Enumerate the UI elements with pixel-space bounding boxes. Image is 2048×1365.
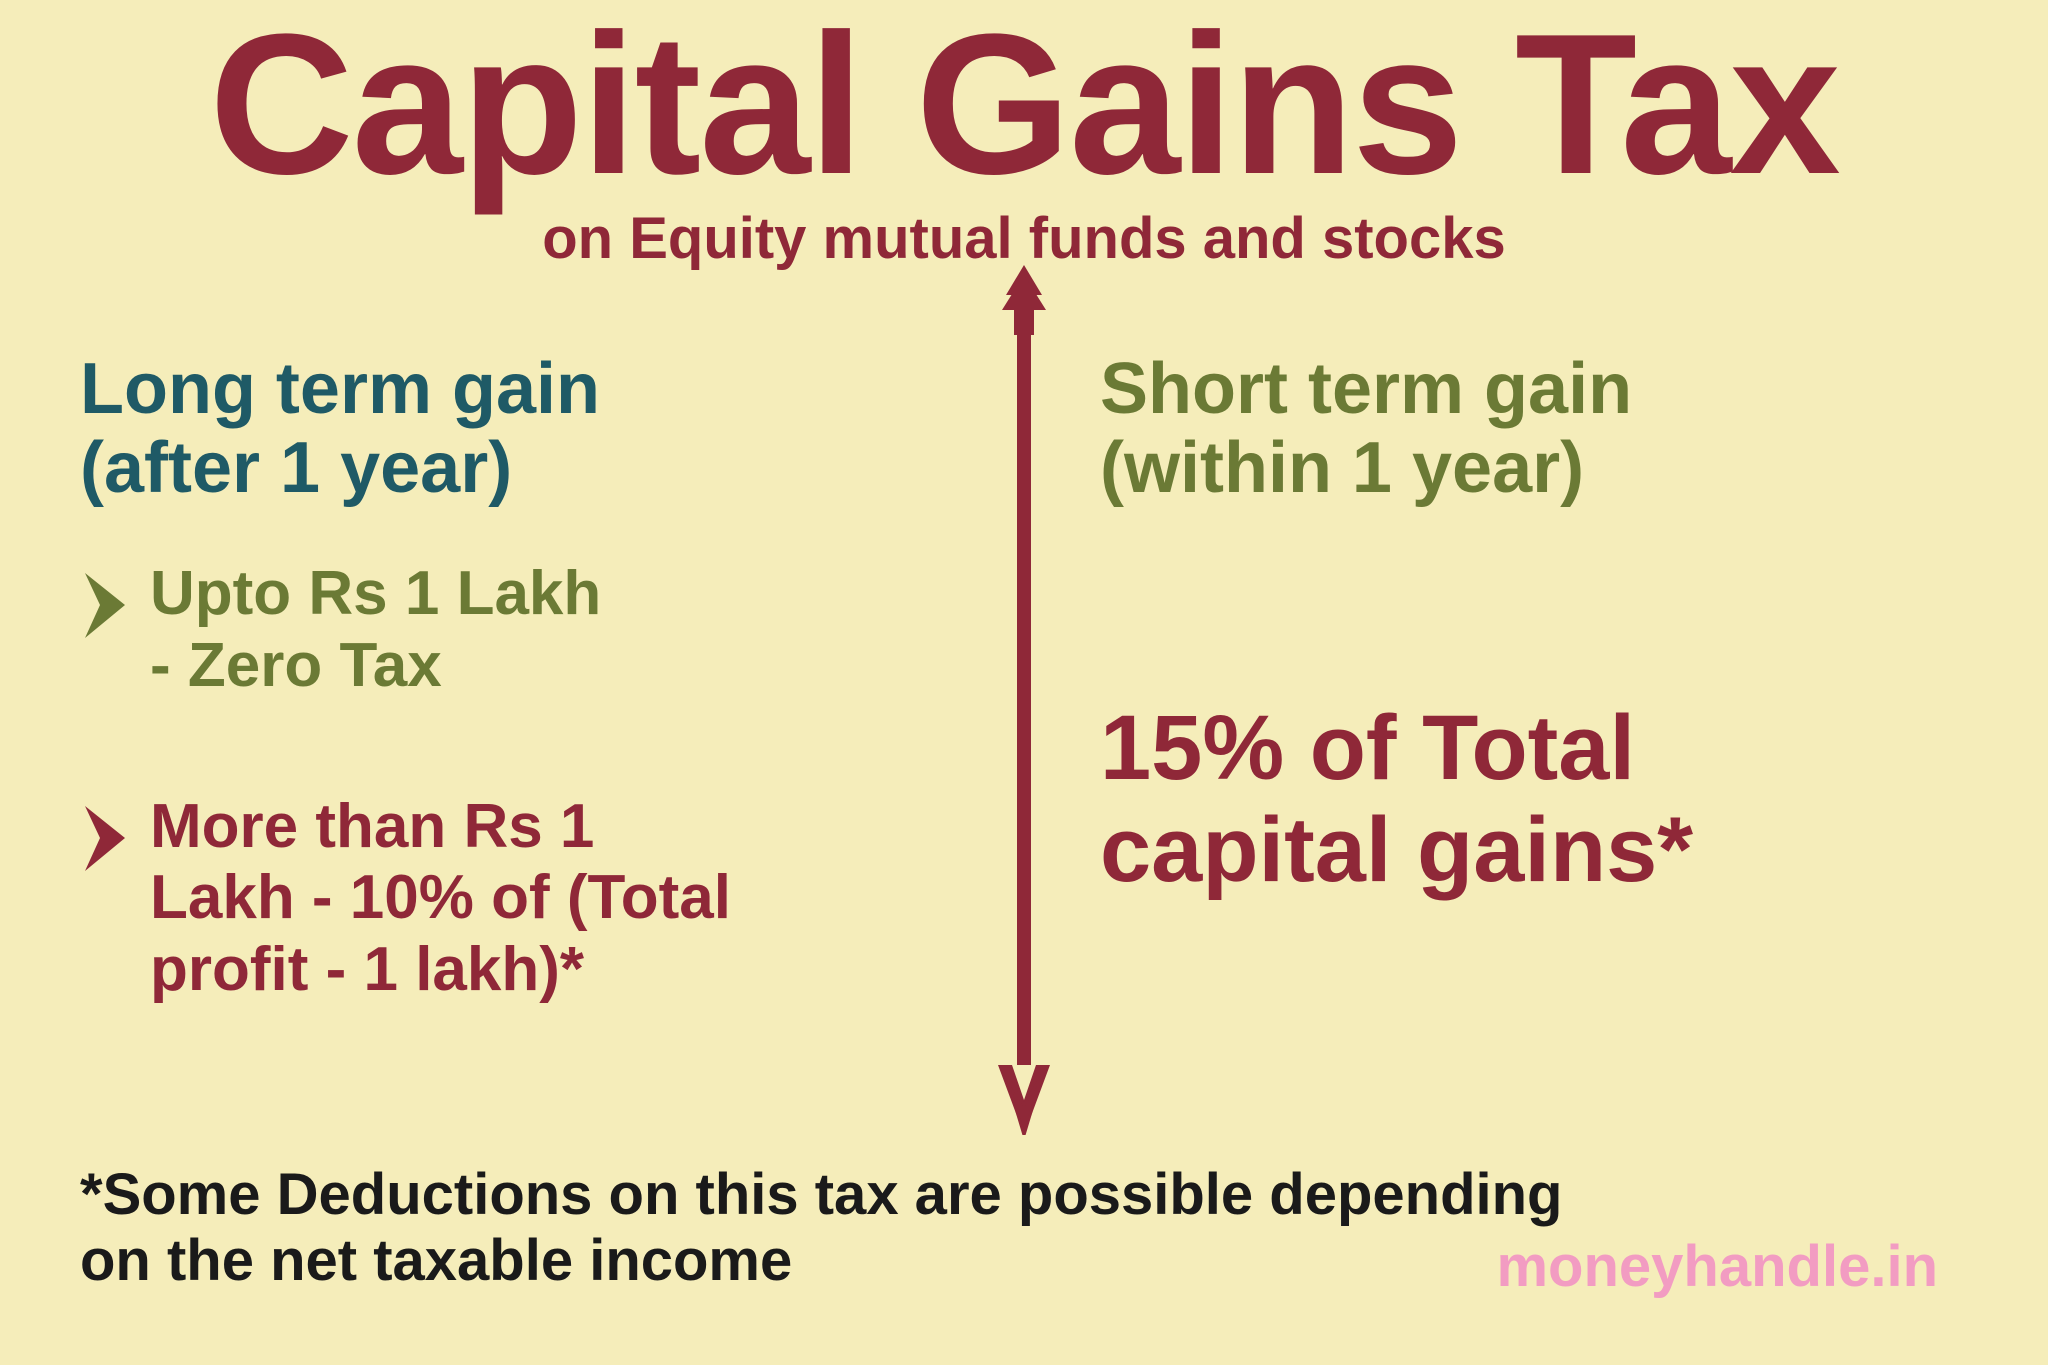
- short-term-heading-line1: Short term gain: [1100, 349, 1632, 429]
- long-term-heading: Long term gain (after 1 year): [80, 350, 950, 508]
- bullet-ten-percent-text: More than Rs 1 Lakh - 10% of (Total prof…: [150, 791, 731, 1005]
- short-term-heading: Short term gain (within 1 year): [1100, 350, 1980, 508]
- bullet-line: More than Rs 1: [150, 792, 594, 861]
- long-term-heading-line1: Long term gain: [80, 349, 600, 429]
- watermark: moneyhandle.in: [1496, 1233, 1938, 1300]
- short-term-column: Short term gain (within 1 year) 15% of T…: [1100, 350, 1980, 901]
- bullet-ten-percent: More than Rs 1 Lakh - 10% of (Total prof…: [80, 791, 950, 1005]
- bullet-zero-tax: Upto Rs 1 Lakh - Zero Tax: [80, 558, 950, 701]
- bullet-line: - Zero Tax: [150, 631, 442, 700]
- bullet-line: profit - 1 lakh)*: [150, 935, 584, 1004]
- rate-line2: capital gains*: [1100, 799, 1693, 901]
- footnote-line2: on the net taxable income: [80, 1228, 792, 1293]
- long-term-heading-line2: (after 1 year): [80, 428, 512, 508]
- infographic-container: Capital Gains Tax on Equity mutual funds…: [0, 0, 2048, 1365]
- short-term-rate: 15% of Total capital gains*: [1100, 698, 1980, 900]
- bullet-line: Lakh - 10% of (Total: [150, 863, 731, 932]
- footnote-line1: *Some Deductions on this tax are possibl…: [80, 1162, 1562, 1227]
- bullet-zero-tax-text: Upto Rs 1 Lakh - Zero Tax: [150, 558, 601, 701]
- long-term-column: Long term gain (after 1 year) Upto Rs 1 …: [80, 350, 950, 1005]
- rate-line1: 15% of Total: [1100, 697, 1635, 799]
- bullet-line: Upto Rs 1 Lakh: [150, 559, 601, 628]
- chevron-right-icon: [80, 801, 135, 876]
- main-title: Capital Gains Tax: [0, 0, 2048, 200]
- chevron-right-icon: [80, 568, 135, 643]
- short-term-heading-line2: (within 1 year): [1100, 428, 1584, 508]
- arrow-divider-icon: [994, 265, 1054, 1135]
